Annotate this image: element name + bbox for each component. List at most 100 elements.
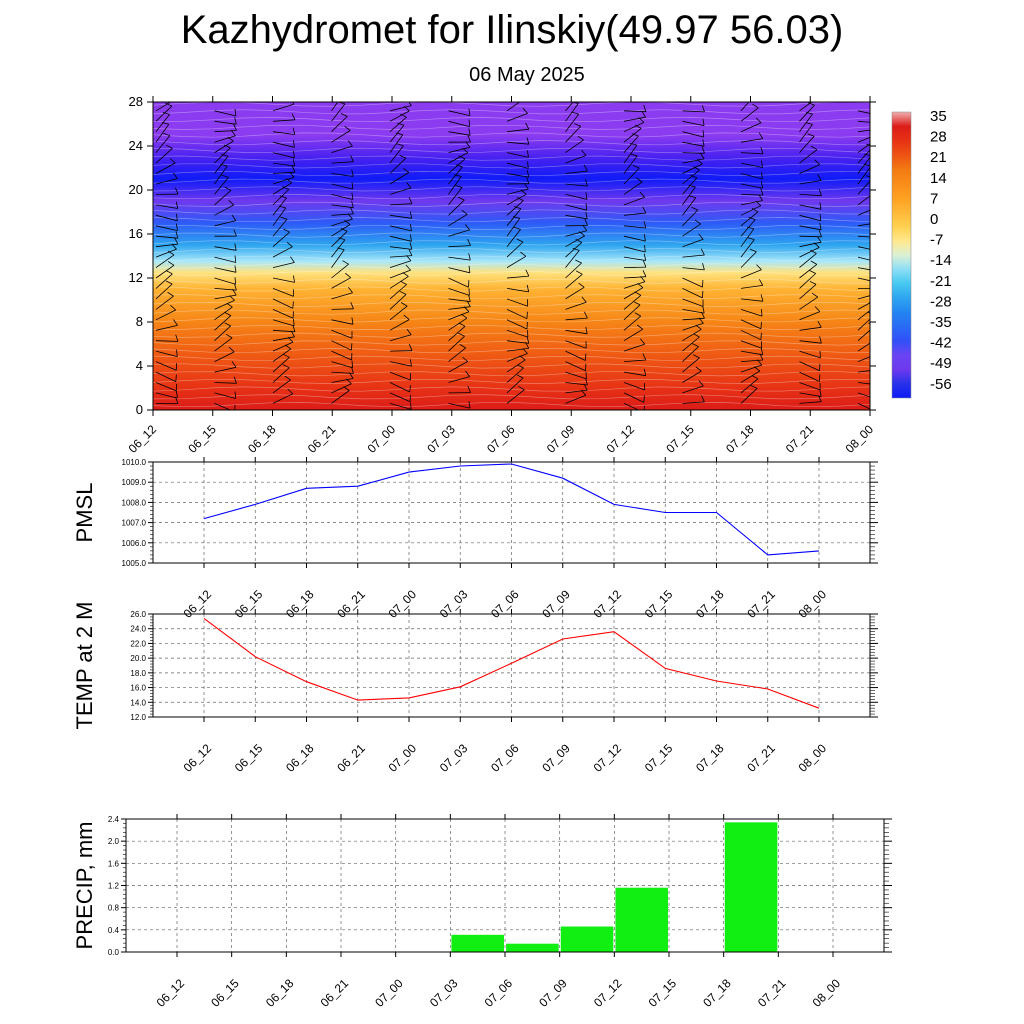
wind-barb: [214, 403, 232, 410]
wind-barb: [214, 392, 236, 399]
wind-barb-flag: [408, 197, 413, 204]
wind-barb: [331, 329, 353, 339]
wind-barb-flag: [175, 334, 179, 342]
x-tick-label: 06_21: [305, 422, 339, 456]
wind-barb: [155, 350, 178, 357]
x-tick-label: 07_00: [372, 976, 406, 1010]
wind-barb: [740, 388, 758, 404]
wind-barb-flag: [749, 248, 757, 253]
wind-barb-flag: [641, 111, 646, 118]
wind-barb-flag: [876, 123, 879, 129]
wind-barb: [623, 225, 646, 229]
wind-barb: [155, 124, 170, 143]
wind-barb: [799, 102, 813, 112]
wind-barb: [682, 346, 699, 362]
wind-barb: [565, 230, 587, 237]
wind-barb: [682, 277, 703, 288]
wind-barb: [565, 382, 588, 386]
wind-barb-flag: [400, 302, 408, 307]
contour-line: [153, 355, 870, 361]
wind-barb: [448, 110, 471, 116]
wind-barb: [155, 204, 178, 209]
wind-barb: [272, 288, 294, 297]
wind-barb-flag: [340, 113, 348, 117]
wind-barb-flag: [809, 270, 816, 274]
wind-barb: [448, 214, 468, 227]
wind-barb: [565, 361, 586, 372]
wind-barb: [214, 306, 233, 321]
wind-barb: [740, 138, 763, 143]
wind-barb: [389, 116, 407, 133]
colorbar-label: -21: [930, 273, 952, 290]
wind-barb: [389, 371, 411, 381]
wind-barb: [155, 105, 173, 122]
x-tick-label: 07_00: [365, 422, 399, 456]
colorbar-label: 14: [930, 170, 947, 187]
wind-barb-flag: [573, 92, 580, 94]
wind-barb-flag: [163, 133, 171, 136]
wind-barb-flag: [517, 197, 524, 201]
wind-barb: [272, 309, 294, 319]
wind-barb-flag: [175, 201, 179, 209]
wind-barb-flag: [644, 244, 646, 253]
wind-barb: [682, 401, 705, 404]
wind-barb-flag: [585, 326, 588, 334]
x-tick-label: 06_21: [334, 741, 368, 775]
x-tick-label: 07_18: [693, 741, 727, 775]
wind-barb: [272, 197, 287, 216]
wind-barb: [857, 370, 870, 373]
wind-barb: [389, 124, 405, 143]
contour-line: [153, 132, 870, 138]
wind-barb-flag: [874, 348, 879, 353]
wind-barb: [740, 107, 759, 122]
wind-barb-flag: [523, 183, 529, 190]
wind-barb: [389, 305, 408, 321]
wind-barb-flag: [571, 102, 579, 104]
wind-barb: [389, 294, 407, 310]
wind-barb-flag: [700, 152, 705, 160]
page-title: Kazhydromet for Ilinskiy(49.97 56.03): [180, 8, 844, 52]
contour-line: [153, 324, 870, 330]
wind-barb: [155, 325, 178, 331]
wind-barb-flag: [468, 128, 471, 136]
wind-barb-flag: [805, 122, 813, 125]
wind-barb: [682, 152, 705, 154]
wind-barb: [799, 284, 817, 300]
wind-barb-flag: [461, 209, 468, 215]
wind-barb: [682, 186, 696, 206]
wind-barb-flag: [636, 324, 644, 330]
wind-barb-flag: [748, 216, 756, 220]
wind-barb-flag: [408, 102, 412, 106]
wind-barb: [214, 135, 236, 143]
wind-barb: [799, 350, 821, 359]
contour-line: [153, 402, 870, 408]
wind-barb-flag: [819, 389, 822, 397]
wind-barb: [155, 235, 178, 239]
colorbar-label: 35: [930, 108, 947, 125]
wind-barb-flag: [519, 94, 525, 98]
wind-barb-flag: [585, 378, 588, 386]
wind-barb: [389, 276, 409, 289]
y-tick-label: 0.8: [108, 904, 120, 913]
wind-barb: [623, 281, 646, 289]
wind-barb: [155, 178, 178, 185]
wind-barb: [506, 218, 521, 237]
colorbar-label: 28: [930, 129, 947, 146]
wind-barb: [331, 383, 352, 394]
y-tick-label: 1.6: [108, 859, 120, 868]
wind-barb-flag: [585, 203, 588, 211]
wind-barb-flag: [643, 253, 647, 261]
wind-barb: [857, 129, 870, 133]
wind-barb: [448, 256, 471, 261]
wind-barb-flag: [701, 146, 705, 154]
precip-panel: 0.0 0.4 0.8 1.2 1.6 2.0 2.4 06_12 06_15 06_18 06_2…: [72, 814, 892, 1010]
wind-barb-flag: [231, 361, 237, 368]
wind-barb-flag: [282, 364, 290, 369]
wind-barb-flag: [872, 294, 877, 299]
y-tick-label: 16: [129, 226, 143, 241]
wind-barb: [857, 110, 870, 114]
wind-barb-flag: [634, 312, 641, 317]
wind-barb: [155, 340, 179, 342]
wind-barb: [682, 158, 705, 164]
wind-barb-flag: [698, 233, 704, 240]
